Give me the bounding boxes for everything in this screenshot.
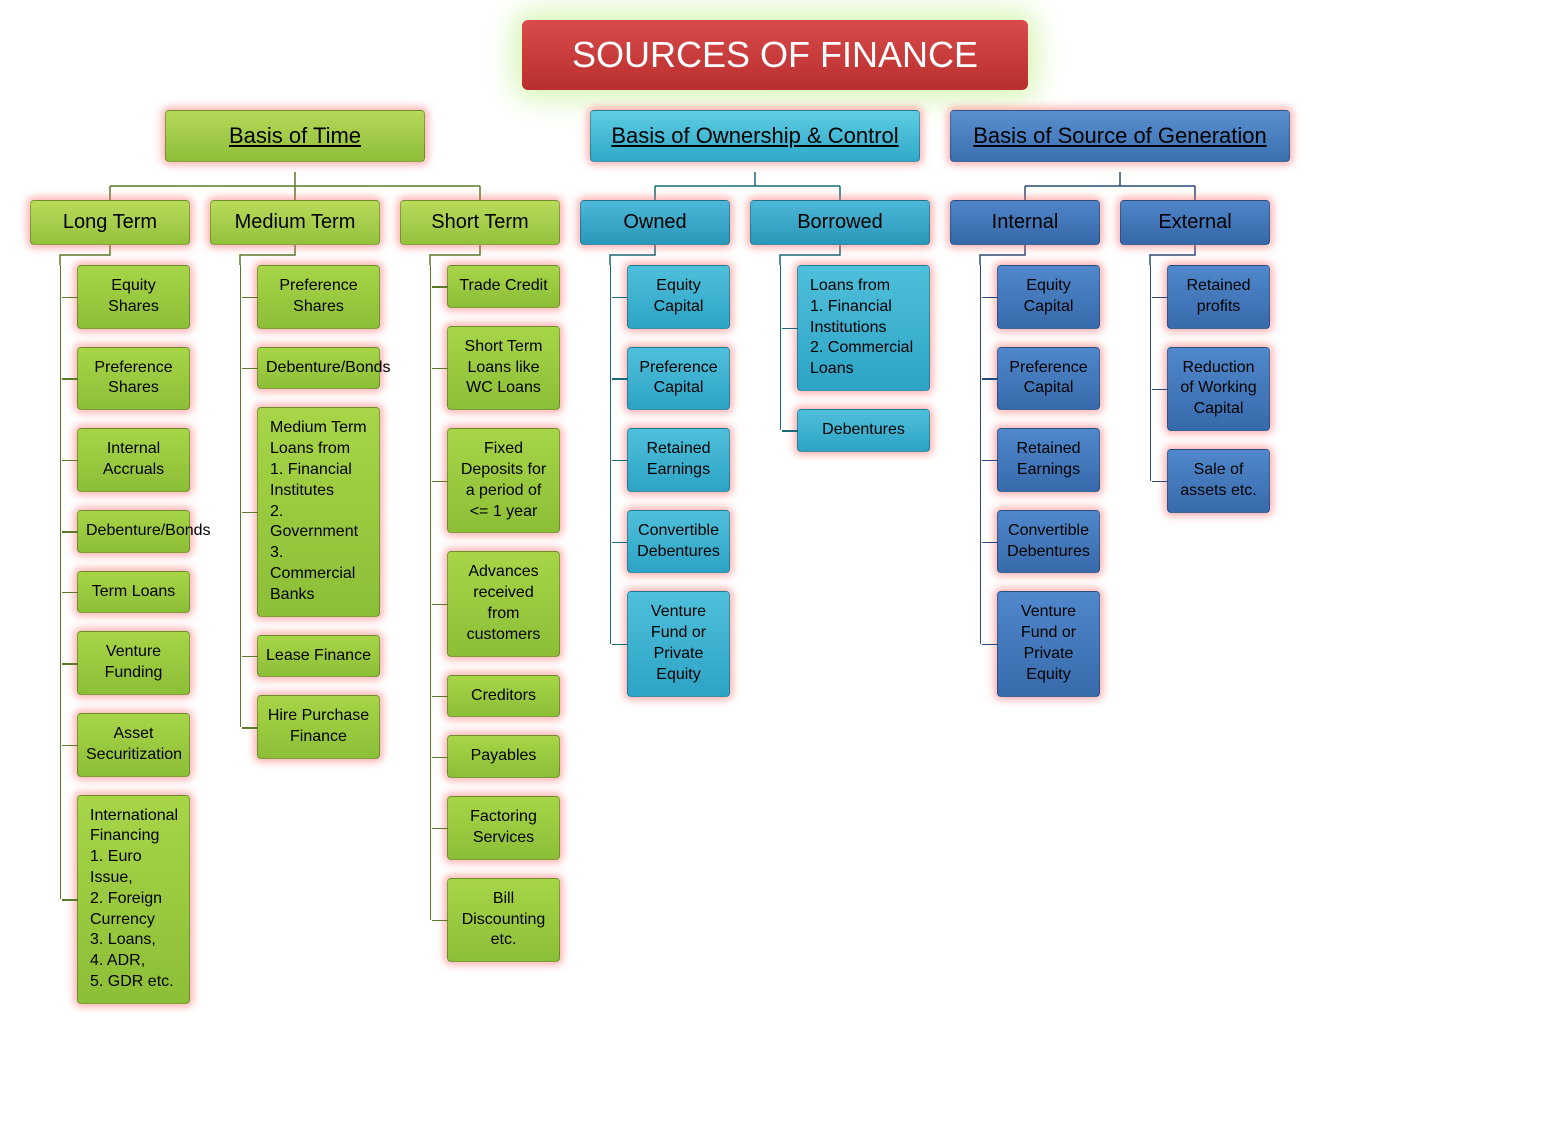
basis-header: Basis of Time [165,110,425,162]
items-col: Equity Shares Preference Shares Internal A… [60,265,190,1004]
item-box: Debentures [797,409,930,452]
item-box: Preference Shares [77,347,190,411]
item-box: Asset Securitization [77,713,190,777]
item-box: Short Term Loans like WC Loans [447,326,560,410]
sub-0: Long Term Equity Shares Preference Shares I… [30,200,190,1004]
sub-2: Short Term Trade Credit Short Term Loans l… [400,200,560,1004]
item-box: Equity Capital [997,265,1100,329]
items-col: Loans from 1. Financial Institutions 2. … [780,265,930,452]
item-box: Equity Capital [627,265,730,329]
item-box: Fixed Deposits for a period of <= 1 year [447,428,560,533]
item-box: Retained Earnings [627,428,730,492]
item-box: Lease Finance [257,635,380,678]
item-box: Debenture/Bonds [77,510,190,553]
item-box: Loans from 1. Financial Institutions 2. … [797,265,930,391]
sub-1: Medium Term Preference Shares Debenture/Bo… [210,200,380,1004]
sub-header: Medium Term [210,200,380,245]
item-box: Venture Funding [77,631,190,695]
items-col: Trade Credit Short Term Loans like WC Loa… [430,265,560,962]
item-box: Retained profits [1167,265,1270,329]
sub-1: External Retained profits Reduction of Wor… [1120,200,1270,697]
subs-row: Long Term Equity Shares Preference Shares I… [30,172,560,1004]
sub-header: Long Term [30,200,190,245]
sub-header: Internal [950,200,1100,245]
item-box: Trade Credit [447,265,560,308]
item-box: Convertible Debentures [627,510,730,574]
item-box: Hire Purchase Finance [257,695,380,759]
sub-0: Owned Equity Capital Preference Capital Ret… [580,200,730,697]
item-box: Convertible Debentures [997,510,1100,574]
item-box: Equity Shares [77,265,190,329]
sub-header: Borrowed [750,200,930,245]
item-box: Preference Shares [257,265,380,329]
item-box: Preference Capital [627,347,730,411]
item-box: Creditors [447,675,560,718]
item-box: Term Loans [77,571,190,614]
item-box: Advances received from customers [447,551,560,656]
item-box: Sale of assets etc. [1167,449,1270,513]
item-box: Preference Capital [997,347,1100,411]
sub-1: Borrowed Loans from 1. Financial Institut… [750,200,930,697]
items-col: Equity Capital Preference Capital Retained… [610,265,730,697]
sub-0: Internal Equity Capital Preference Capital… [950,200,1100,697]
basis-2: Basis of Source of Generation Internal Equ… [950,110,1290,697]
item-box: Medium Term Loans from 1. Financial Inst… [257,407,380,616]
item-box: Internal Accruals [77,428,190,492]
diagram-title: SOURCES OF FINANCE [522,20,1028,90]
sub-header: Owned [580,200,730,245]
items-col: Retained profits Reduction of Working Cap… [1150,265,1270,513]
sub-header: External [1120,200,1270,245]
item-box: Debenture/Bonds [257,347,380,390]
item-box: Reduction of Working Capital [1167,347,1270,431]
items-col: Equity Capital Preference Capital Retained… [980,265,1100,697]
item-box: Retained Earnings [997,428,1100,492]
bases-row: Basis of Time Long Term Equity Shares Prefe… [30,110,1520,1004]
subs-row: Owned Equity Capital Preference Capital Ret… [580,172,930,697]
item-box: Factoring Services [447,796,560,860]
item-box: Venture Fund or Private Equity [627,591,730,696]
sub-header: Short Term [400,200,560,245]
subs-row: Internal Equity Capital Preference Capital… [950,172,1290,697]
basis-0: Basis of Time Long Term Equity Shares Prefe… [30,110,560,1004]
basis-header: Basis of Source of Generation [950,110,1290,162]
item-box: Bill Discounting etc. [447,878,560,962]
items-col: Preference Shares Debenture/Bonds Medium T… [240,265,380,759]
item-box: Payables [447,735,560,778]
item-box: Venture Fund or Private Equity [997,591,1100,696]
item-box: International Financing 1. Euro Issue, 2… [77,795,190,1004]
basis-header: Basis of Ownership & Control [590,110,920,162]
basis-1: Basis of Ownership & Control Owned Equity … [580,110,930,697]
